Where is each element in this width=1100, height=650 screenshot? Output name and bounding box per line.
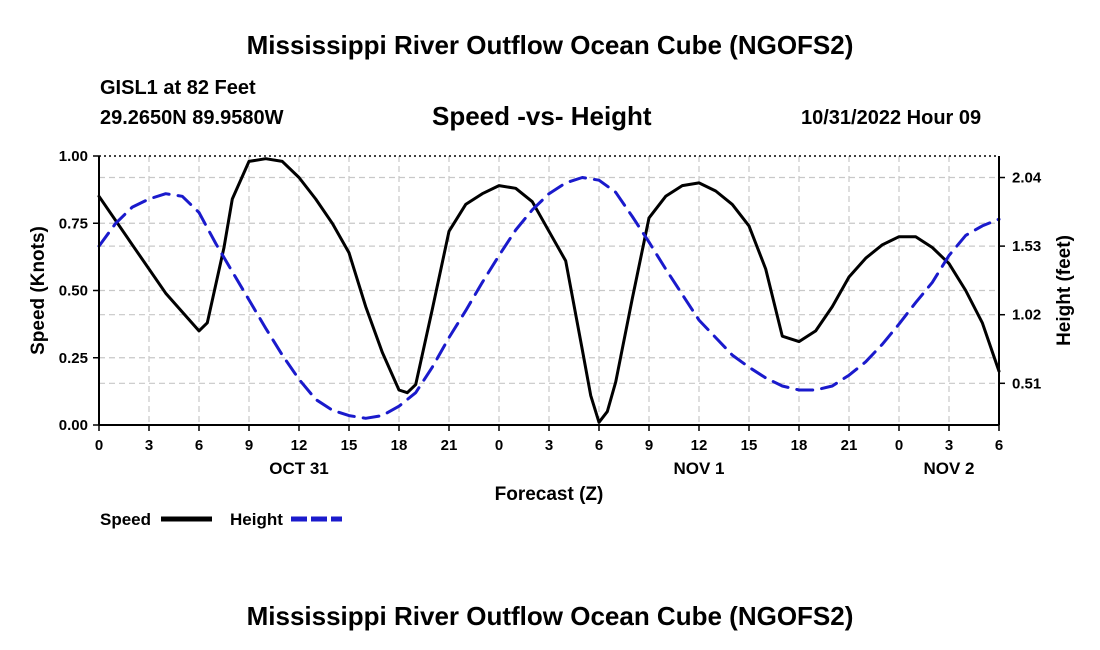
x-tick-label: 0 [495, 437, 503, 454]
y2-tick-label: 2.04 [1012, 170, 1042, 187]
y2-tick-label: 0.51 [1012, 375, 1041, 392]
y-axis-title: Speed (Knots) [28, 226, 49, 355]
grid-layer [99, 156, 999, 425]
x-tick-label: 21 [441, 437, 458, 454]
y-tick-label: 0.25 [59, 350, 88, 367]
x-axis-title: Forecast (Z) [495, 484, 604, 505]
series-line-speed [97, 157, 1001, 424]
x-tick-label: 21 [841, 437, 858, 454]
axis-layer: 0 3 6 9 12 15 18 21 0 3 6 9 12 15 18 21 0 3 6 OCT 31 NOV 1 NO… [28, 148, 1075, 505]
forecast-datetime: 10/31/2022 Hour 09 [801, 107, 982, 129]
x-tick-label: 3 [945, 437, 953, 454]
x-tick-label: 18 [791, 437, 808, 454]
x-tick-label: 9 [645, 437, 653, 454]
y-tick-label: 1.00 [59, 148, 88, 165]
y2-axis-title: Height (feet) [1054, 235, 1075, 346]
speed-height-chart: 0 3 6 9 12 15 18 21 0 3 6 9 12 15 18 21 0 3 6 OCT 31 NOV 1 NO… [28, 148, 1075, 529]
y-tick-label: 0.00 [59, 417, 88, 434]
y-tick-label: 0.75 [59, 215, 88, 232]
chart-title: Mississippi River Outflow Ocean Cube (NG… [246, 30, 854, 60]
station-label: GISL1 at 82 Feet [100, 77, 256, 99]
series-line-height [97, 176, 1001, 420]
x-tick-label: 6 [195, 437, 203, 454]
x-date-label: NOV 1 [673, 459, 724, 478]
x-date-label: NOV 2 [923, 459, 974, 478]
station-coords: 29.2650N 89.9580W [100, 107, 284, 129]
x-tick-label: 12 [691, 437, 708, 454]
chart-title-repeat: Mississippi River Outflow Ocean Cube (NG… [246, 601, 854, 631]
legend-label-height: Height [230, 510, 283, 529]
series-layer [97, 157, 1001, 424]
y-tick-label: 0.50 [59, 283, 88, 300]
y2-tick-label: 1.53 [1012, 238, 1041, 255]
x-tick-label: 15 [341, 437, 358, 454]
x-tick-label: 6 [595, 437, 603, 454]
x-tick-label: 15 [741, 437, 758, 454]
legend-label-speed: Speed [100, 510, 151, 529]
x-tick-label: 0 [895, 437, 903, 454]
legend: Speed Height [100, 510, 342, 529]
x-tick-label: 6 [995, 437, 1003, 454]
chart-subtitle: Speed -vs- Height [432, 101, 652, 131]
x-tick-label: 9 [245, 437, 253, 454]
x-tick-label: 0 [95, 437, 103, 454]
x-tick-label: 18 [391, 437, 408, 454]
x-date-label: OCT 31 [269, 459, 329, 478]
x-tick-label: 3 [145, 437, 153, 454]
x-tick-label: 12 [291, 437, 308, 454]
y2-tick-label: 1.02 [1012, 307, 1041, 324]
x-tick-label: 3 [545, 437, 553, 454]
